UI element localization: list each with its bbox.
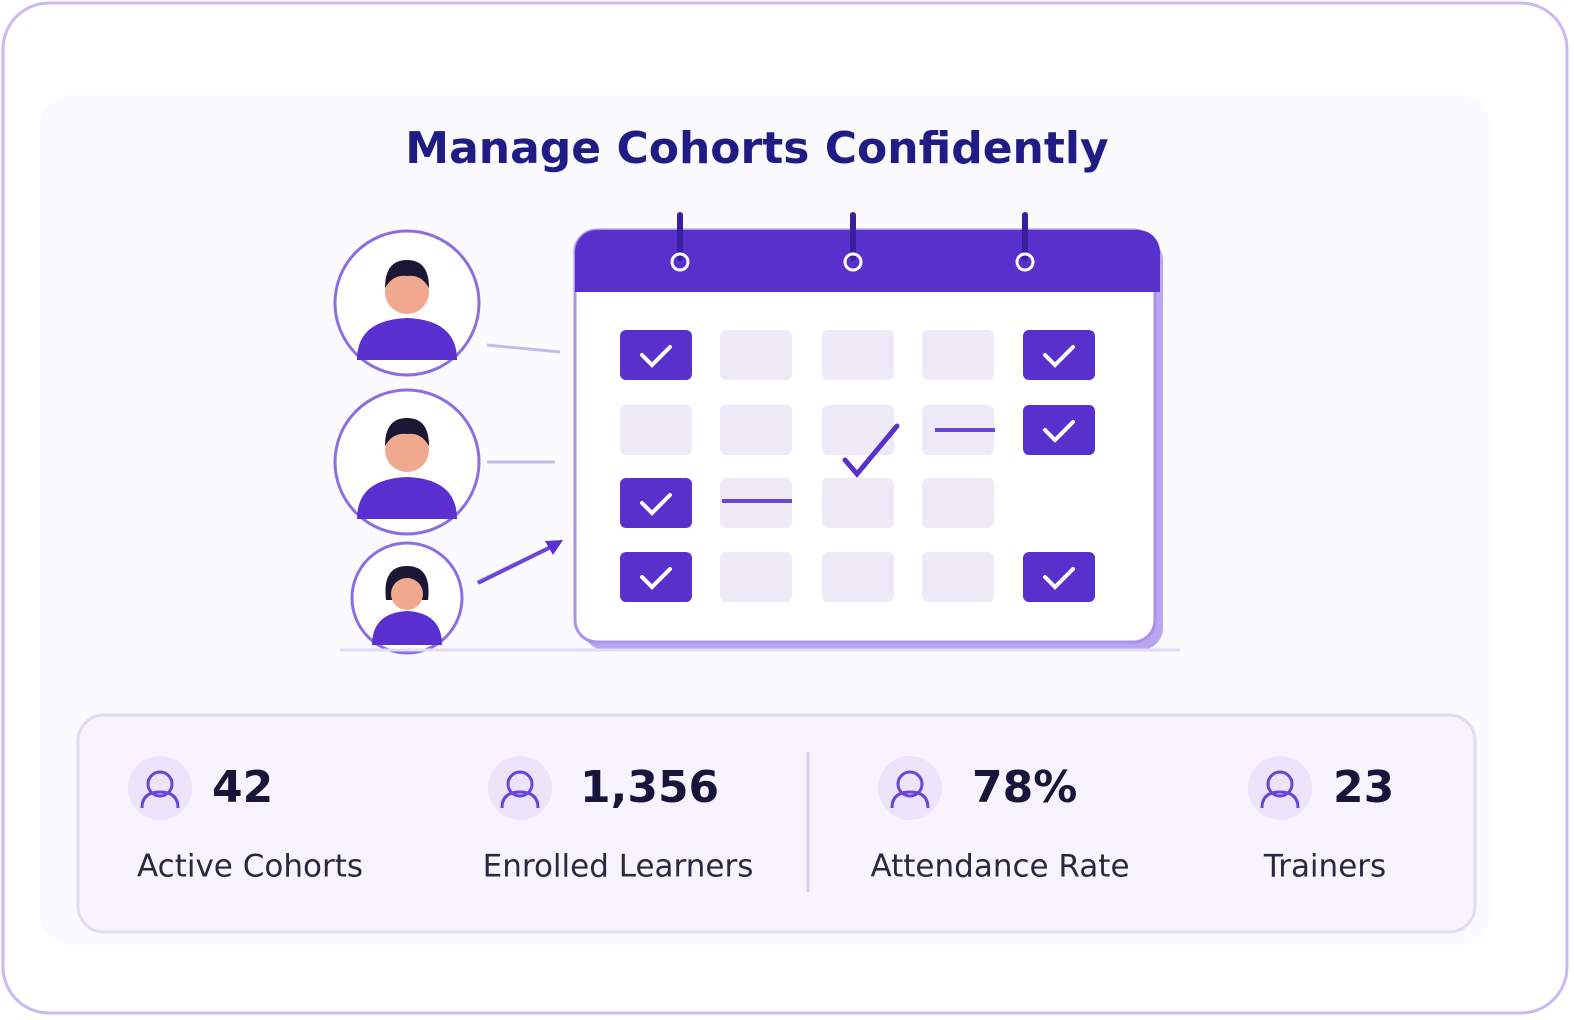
stat-icon xyxy=(896,770,924,798)
big-check xyxy=(842,423,900,478)
check xyxy=(640,567,672,590)
stat-icon xyxy=(890,790,930,809)
cell xyxy=(720,405,792,455)
cell xyxy=(822,552,894,602)
stat-icon xyxy=(506,770,534,798)
checked-cell xyxy=(620,330,692,380)
cell xyxy=(822,405,894,455)
stat-icon xyxy=(500,790,540,809)
checked-cell xyxy=(1023,330,1095,380)
person-avatar xyxy=(350,541,464,655)
stat-value: 42 xyxy=(212,762,273,813)
cell xyxy=(922,478,994,528)
check xyxy=(640,493,672,516)
stat-icon-bg xyxy=(1248,756,1312,820)
stat-label: Trainers xyxy=(1263,849,1386,885)
stat-icon xyxy=(146,770,174,798)
stats: 42 Active Cohorts 1,356 Enrolled Learners 78… xyxy=(128,756,1394,885)
person-avatar xyxy=(333,388,481,536)
check xyxy=(640,345,672,368)
check xyxy=(1043,567,1075,590)
stat-label: Enrolled Learners xyxy=(483,849,754,885)
stat-icon xyxy=(140,790,180,809)
ring-hole xyxy=(1015,252,1035,272)
people xyxy=(333,229,563,655)
stat-icon xyxy=(1266,770,1294,798)
arrow-head xyxy=(545,540,563,555)
cell xyxy=(922,330,994,380)
stat-value: 1,356 xyxy=(580,762,719,813)
checked-cell xyxy=(1023,552,1095,602)
cell xyxy=(720,330,792,380)
check xyxy=(1043,420,1075,443)
stat-icon-bg xyxy=(488,756,552,820)
cell xyxy=(822,478,894,528)
checked-cell xyxy=(620,478,692,528)
stat-value: 23 xyxy=(1333,762,1394,813)
stat-label: Active Cohorts xyxy=(137,849,363,885)
stat-icon-bg xyxy=(878,756,942,820)
checked-cell xyxy=(620,552,692,602)
check xyxy=(1043,345,1075,368)
calendar-header xyxy=(575,230,1160,292)
title: Manage Cohorts Confidently xyxy=(405,123,1108,174)
stat-label: Attendance Rate xyxy=(870,849,1129,885)
cell xyxy=(620,405,692,455)
ring-hole xyxy=(843,252,863,272)
cell xyxy=(822,330,894,380)
calendar xyxy=(340,212,1180,652)
cell xyxy=(720,552,792,602)
cell xyxy=(922,552,994,602)
stat-value: 78% xyxy=(972,762,1077,813)
stat-icon xyxy=(1260,790,1300,809)
arrow xyxy=(477,543,556,585)
ring-hole xyxy=(670,252,690,272)
stats-panel xyxy=(76,713,1477,934)
person-avatar xyxy=(333,229,481,377)
stat-icon-bg xyxy=(128,756,192,820)
checked-cell xyxy=(1023,405,1095,455)
